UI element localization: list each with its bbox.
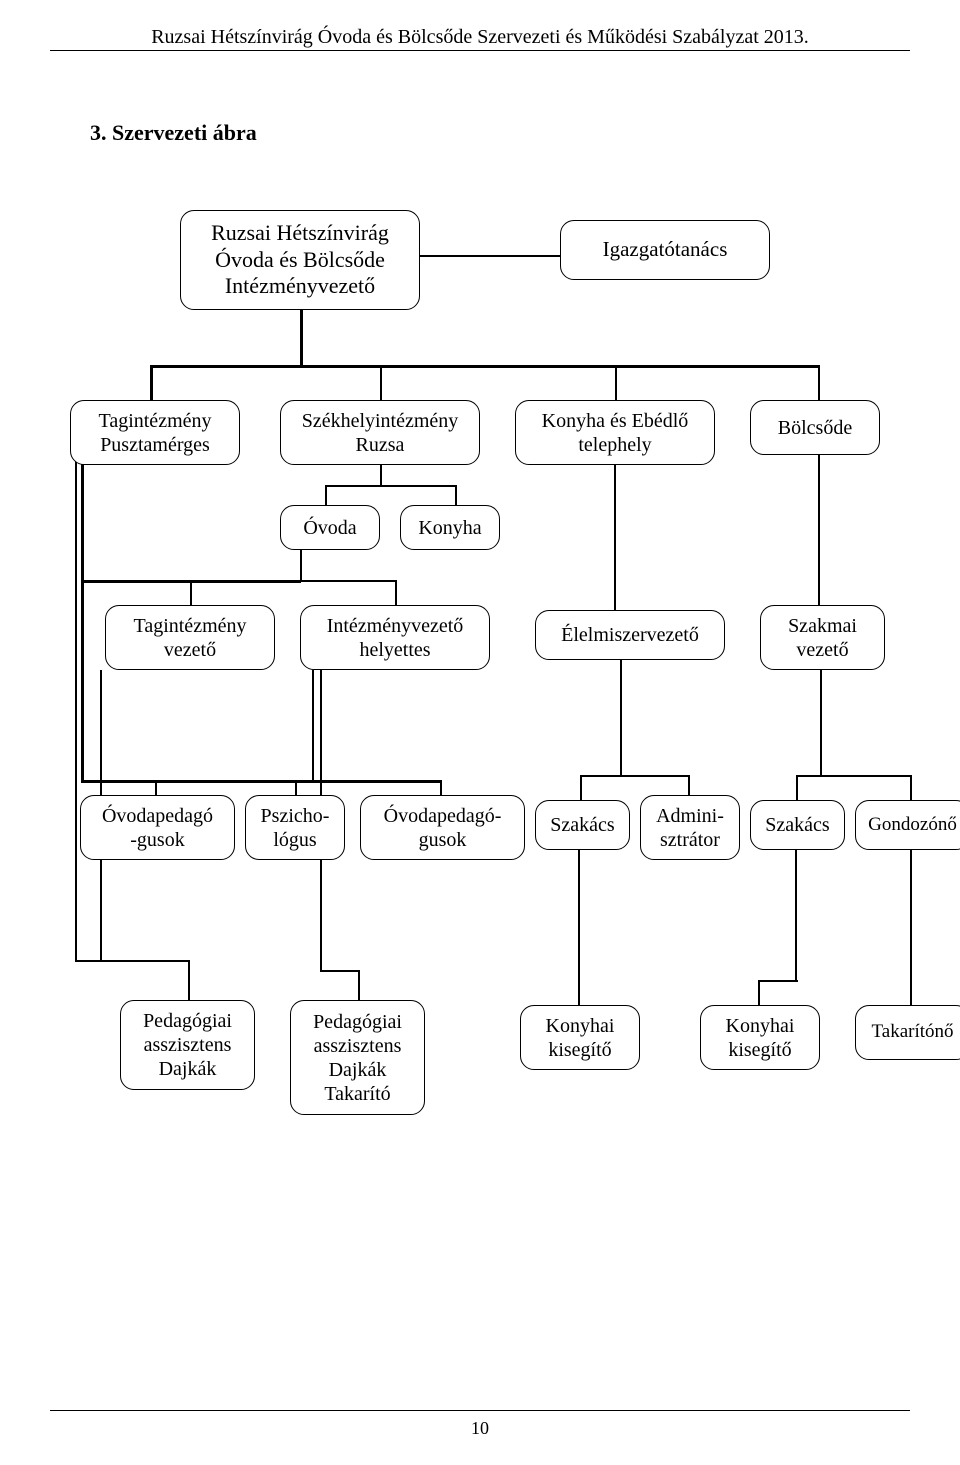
org-node-pszicho: Pszicho- lógus: [245, 795, 345, 860]
connector: [758, 980, 798, 982]
connector: [818, 455, 820, 605]
org-node-ovped2: Óvodapedagó- gusok: [360, 795, 525, 860]
org-node-gondozo: Gondozónő: [855, 800, 960, 850]
page-header: Ruzsai Hétszínvirág Óvoda és Bölcsőde Sz…: [0, 26, 960, 48]
connector: [910, 775, 912, 800]
footer-rule: [50, 1410, 910, 1411]
connector: [615, 365, 617, 400]
org-node-kkiseg2: Konyhai kisegítő: [700, 1005, 820, 1070]
connector: [295, 780, 297, 795]
org-node-admin: Admini- sztrátor: [640, 795, 740, 860]
connector: [358, 970, 360, 1000]
connector: [455, 485, 457, 505]
connector: [380, 365, 382, 400]
page: { "header": "Ruzsai Hétszínvirág Óvoda é…: [0, 0, 960, 70]
connector: [150, 365, 820, 368]
connector: [81, 580, 301, 583]
connector: [820, 670, 822, 775]
connector: [796, 775, 912, 777]
connector: [81, 780, 441, 783]
org-node-kkiseg1: Konyhai kisegítő: [520, 1005, 640, 1070]
connector: [795, 850, 797, 980]
section-title: 3. Szervezeti ábra: [90, 120, 257, 146]
connector: [190, 580, 192, 605]
connector: [150, 365, 153, 400]
page-number: 10: [0, 1418, 960, 1439]
org-node-konyhatelep: Konyha és Ebédlő telephely: [515, 400, 715, 465]
connector: [620, 660, 622, 775]
connector: [796, 775, 798, 800]
org-node-szakmai: Szakmai vezető: [760, 605, 885, 670]
connector: [325, 485, 327, 505]
org-node-puszta: Tagintézmény Pusztamérges: [70, 400, 240, 465]
connector: [440, 780, 442, 795]
org-node-ruzsa: Székhelyintézmény Ruzsa: [280, 400, 480, 465]
org-node-ovoda: Óvoda: [280, 505, 380, 550]
connector: [300, 310, 303, 365]
connector: [300, 550, 302, 580]
org-node-konyha: Konyha: [400, 505, 500, 550]
org-node-tagvez: Tagintézmény vezető: [105, 605, 275, 670]
connector: [312, 670, 314, 780]
connector: [758, 980, 760, 1005]
connector: [380, 465, 382, 485]
org-node-ovped1: Óvodapedagó -gusok: [80, 795, 235, 860]
org-node-igazg: Igazgatótanács: [560, 220, 770, 280]
connector: [420, 255, 560, 257]
header-rule: [50, 50, 910, 51]
org-node-pedasz1: Pedagógiai asszisztens Dajkák: [120, 1000, 255, 1090]
org-node-root: Ruzsai Hétszínvirág Óvoda és Bölcsőde In…: [180, 210, 420, 310]
connector: [395, 580, 397, 605]
connector: [325, 485, 455, 487]
connector: [75, 960, 190, 962]
org-node-bolcsode: Bölcsőde: [750, 400, 880, 455]
org-node-takaritono: Takarítónő: [855, 1005, 960, 1060]
org-node-szakacs2: Szakács: [750, 800, 845, 850]
connector: [300, 580, 395, 582]
connector: [688, 775, 690, 795]
org-node-szakacs1: Szakács: [535, 800, 630, 850]
org-node-pedasz2: Pedagógiai asszisztens Dajkák Takarító: [290, 1000, 425, 1115]
org-node-elelmi: Élelmiszervezető: [535, 610, 725, 660]
connector: [578, 850, 580, 1005]
connector: [155, 780, 157, 795]
connector: [81, 432, 84, 780]
connector: [910, 850, 912, 1005]
connector: [580, 775, 690, 777]
connector: [188, 960, 190, 1000]
org-node-helyettes: Intézményvezető helyettes: [300, 605, 490, 670]
connector: [320, 970, 360, 972]
connector: [580, 775, 582, 800]
connector: [75, 432, 77, 962]
connector: [614, 465, 616, 610]
connector: [818, 365, 820, 400]
